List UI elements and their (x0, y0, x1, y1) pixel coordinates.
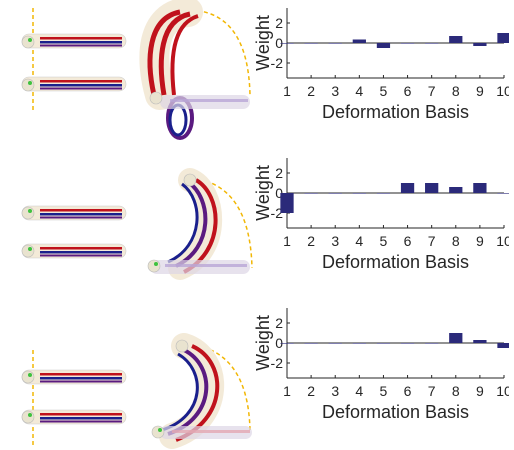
panel-row-3: 2 0 -2 1 2 3 4 5 6 7 8 9 10 Weight Deformation Basis (0, 300, 514, 450)
bar (473, 183, 487, 193)
y-tick-label: 2 (275, 315, 283, 331)
bar (425, 183, 439, 193)
plot-area: 20-21 2 3 4 5 6 7 8 9 10 (271, 308, 509, 399)
bar (376, 43, 391, 48)
y-axis-label: Weight (255, 15, 273, 71)
bar (449, 36, 463, 43)
weight-chart-3: 20-21 2 3 4 5 6 7 8 9 10 Weight Deformation Basis (255, 308, 509, 422)
x-tick-label: 4 (355, 383, 363, 399)
bar (449, 187, 463, 193)
x-tick-label: 10 (496, 233, 509, 249)
weight-chart-2: 20-21 2 3 4 5 6 7 8 9 10 Weight Deformation Basis (255, 158, 509, 272)
bar (328, 343, 342, 344)
x-tick-label: 9 (476, 383, 484, 399)
x-tick-label: 7 (428, 383, 436, 399)
x-tick-label: 8 (452, 233, 460, 249)
bar (304, 343, 318, 344)
x-tick-label: 2 (307, 383, 315, 399)
y-axis-label: Weight (255, 165, 273, 221)
y-tick-label: 0 (275, 35, 283, 51)
x-tick-label: 2 (307, 83, 315, 99)
x-tick-label: 2 (307, 233, 315, 249)
x-tick-label: 3 (331, 233, 339, 249)
deformed-actuator (151, 333, 252, 449)
x-tick-label: 4 (355, 233, 363, 249)
bar (473, 340, 487, 343)
x-tick-label: 3 (331, 383, 339, 399)
bar (328, 193, 342, 194)
bar (400, 183, 415, 193)
bar (497, 343, 509, 348)
rest-pose-tubes (21, 205, 127, 259)
x-tick-label: 4 (355, 83, 363, 99)
x-tick-label: 3 (331, 83, 339, 99)
x-tick-label: 6 (404, 83, 412, 99)
deformed-actuator (147, 168, 253, 280)
x-tick-label: 1 (283, 233, 291, 249)
x-tick-label: 8 (452, 383, 460, 399)
bar (497, 33, 509, 43)
x-axis-label: Deformation Basis (322, 102, 469, 122)
x-tick-label: 1 (283, 383, 291, 399)
x-tick-label: 5 (380, 233, 388, 249)
y-tick-label: -2 (271, 205, 284, 221)
bar (425, 43, 439, 44)
y-tick-label: 0 (275, 185, 283, 201)
bar (473, 43, 487, 46)
x-tick-label: 10 (496, 83, 509, 99)
illustration-row-2 (21, 168, 253, 280)
x-tick-label: 8 (452, 83, 460, 99)
illustration-row-1 (21, 0, 251, 140)
x-tick-label: 6 (404, 233, 412, 249)
y-tick-label: 0 (275, 335, 283, 351)
bar (376, 193, 391, 194)
bar (280, 343, 294, 344)
bar (352, 193, 366, 194)
bar (425, 343, 439, 344)
bar (449, 333, 463, 343)
panel-row-2: 2 0 -2 1 2 3 4 5 6 7 8 9 10 Weight Deformation Basis (0, 150, 514, 300)
y-tick-label: -2 (271, 55, 284, 71)
bar (497, 193, 509, 194)
x-tick-label: 7 (428, 233, 436, 249)
bar (400, 343, 415, 344)
x-tick-label: 9 (476, 83, 484, 99)
weight-chart-1: 20-21 2 3 4 5 6 7 8 9 10 Weight Deformation Basis (255, 8, 509, 122)
x-tick-label: 10 (496, 383, 509, 399)
bar (304, 193, 318, 194)
x-tick-label: 1 (283, 83, 291, 99)
bar (376, 343, 391, 344)
deformed-actuator (139, 0, 251, 140)
bar (352, 39, 366, 43)
x-tick-label: 9 (476, 233, 484, 249)
bar (280, 43, 294, 44)
x-tick-label: 7 (428, 83, 436, 99)
x-tick-label: 5 (380, 383, 388, 399)
rest-pose-tubes (21, 350, 127, 448)
plot-area: 20-21 2 3 4 5 6 7 8 9 10 (271, 8, 509, 99)
plot-area: 20-21 2 3 4 5 6 7 8 9 10 (271, 158, 509, 249)
y-axis-label: Weight (255, 315, 273, 371)
panel-row-1: 2 0 -2 1 2 3 4 5 6 7 8 9 10 Weight Deformation Basis (0, 0, 514, 150)
y-tick-label: -2 (271, 355, 284, 371)
x-axis-label: Deformation Basis (322, 252, 469, 272)
bar (304, 43, 318, 44)
illustration-row-3 (21, 333, 252, 449)
x-tick-label: 6 (404, 383, 412, 399)
bar (328, 43, 342, 44)
y-tick-label: 2 (275, 165, 283, 181)
y-tick-label: 2 (275, 15, 283, 31)
bar (400, 43, 415, 44)
bar (352, 343, 366, 344)
x-tick-label: 5 (380, 83, 388, 99)
rest-pose-tubes (21, 8, 127, 110)
bar (280, 193, 294, 213)
x-axis-label: Deformation Basis (322, 402, 469, 422)
